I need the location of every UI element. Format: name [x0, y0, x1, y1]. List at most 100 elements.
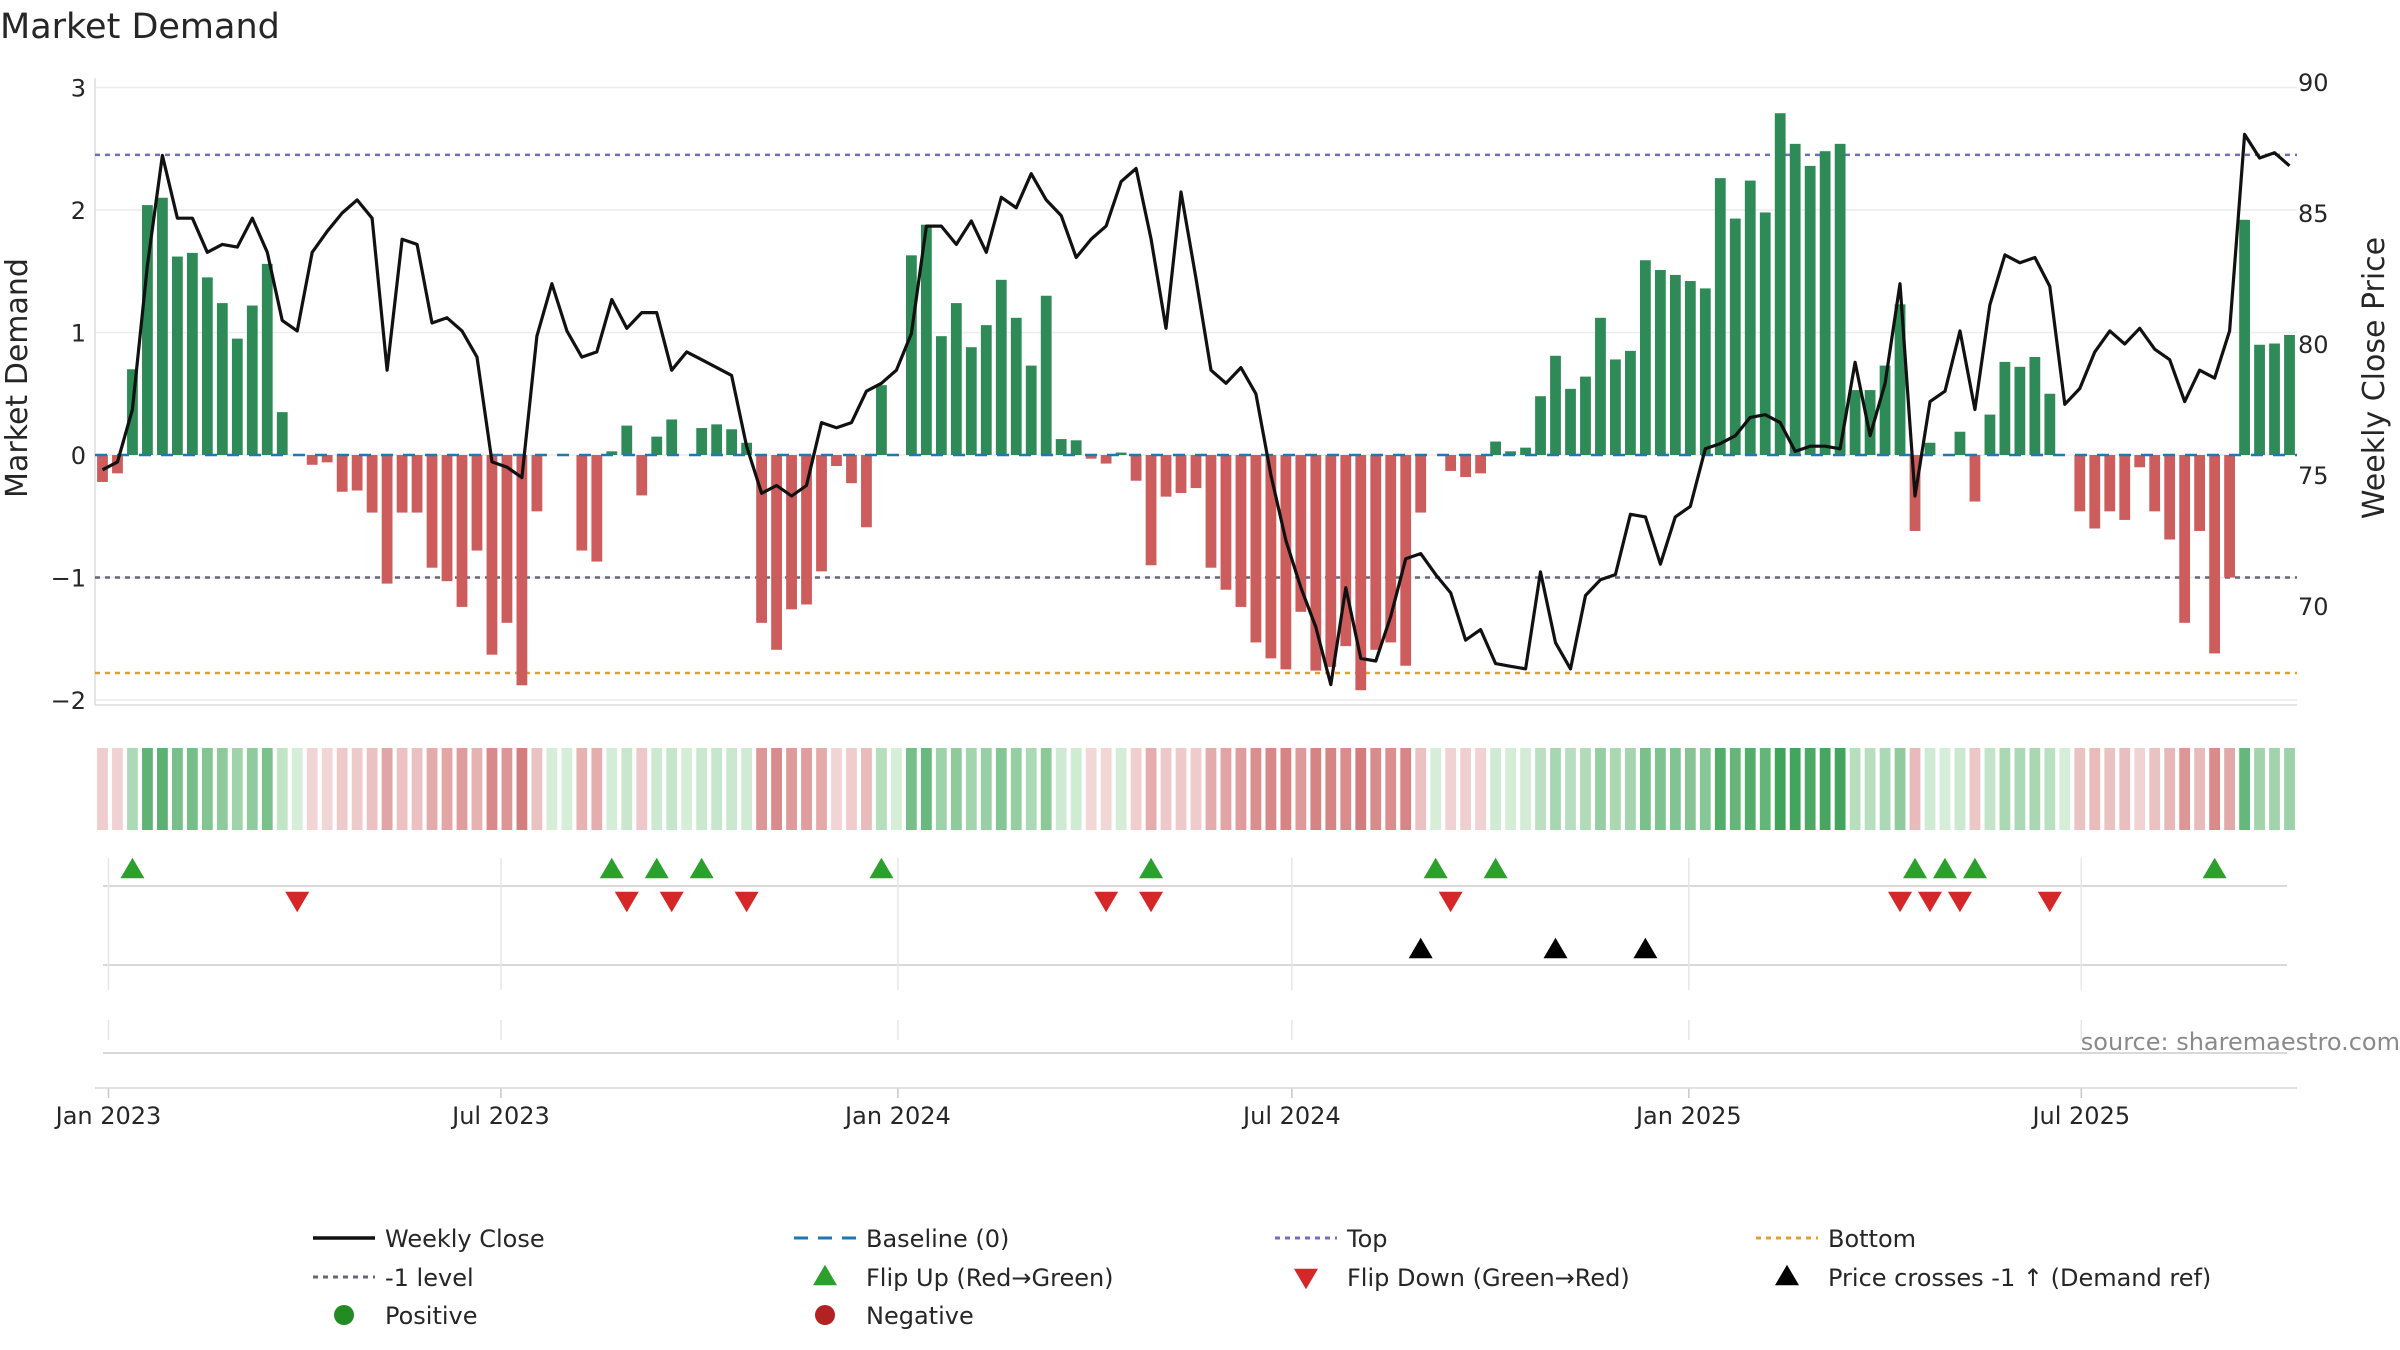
strip-cell [741, 748, 753, 830]
demand-heat-strip [97, 748, 2295, 830]
demand-bar-positive [1070, 440, 1082, 455]
strip-cell [1654, 748, 1666, 830]
demand-bar-positive [2254, 344, 2265, 455]
strip-cell [1729, 748, 1741, 830]
strip-cell [846, 748, 857, 830]
strip-cell [531, 748, 543, 830]
demand-bar-positive [1625, 350, 1636, 455]
demand-bar-negative [1205, 455, 1217, 568]
demand-bar-negative [1235, 455, 1247, 607]
demand-bar-positive [876, 385, 887, 455]
legend-label: Price crosses -1 ↑ (Demand ref) [1828, 1264, 2211, 1292]
strip-cell [995, 748, 1007, 830]
demand-bar-positive [1894, 304, 1906, 455]
strip-cell [1639, 748, 1651, 830]
demand-bar-positive [1025, 365, 1037, 455]
x-tick-label: Jul 2023 [450, 1102, 550, 1130]
demand-bar-positive [276, 412, 288, 455]
demand-bar-positive [920, 224, 932, 455]
strip-cell [891, 748, 902, 830]
demand-bar-positive [1669, 274, 1681, 455]
demand-bar-positive [157, 197, 168, 455]
demand-bar-positive [231, 338, 243, 455]
demand-bar-negative [1295, 455, 1307, 612]
strip-cell [1610, 748, 1621, 830]
legend-label: -1 level [385, 1264, 474, 1292]
demand-bar-negative [1265, 455, 1277, 659]
strip-cell [681, 748, 693, 830]
demand-bar-negative [2209, 455, 2221, 654]
legend-label: Top [1346, 1225, 1388, 1253]
demand-bar-positive [2044, 393, 2056, 455]
strip-cell [396, 748, 408, 830]
strip-cell [216, 748, 228, 830]
strip-cell [2269, 748, 2280, 830]
strip-cell [1849, 748, 1861, 830]
strip-cell [112, 748, 123, 830]
strip-cell [1580, 748, 1591, 830]
strip-cell [801, 748, 812, 830]
strip-cell [2284, 748, 2295, 830]
demand-bar-negative [1310, 455, 1322, 671]
strip-cell [876, 748, 887, 830]
demand-bar-negative [2164, 455, 2176, 540]
demand-bar-negative [1340, 455, 1352, 647]
flip-up-marker [599, 857, 624, 879]
demand-bar-negative [411, 455, 423, 513]
strip-cell [1130, 748, 1142, 830]
flip-down-marker [1438, 891, 1463, 913]
demand-bar-negative [2149, 455, 2161, 512]
legend-label: Flip Down (Green→Red) [1347, 1264, 1630, 1292]
strip-cell [2074, 748, 2086, 830]
strip-cell [935, 748, 947, 830]
legend-item: Bottom [1756, 1225, 1916, 1253]
demand-bar-positive [905, 255, 917, 455]
y2-tick-label: 80 [2298, 331, 2329, 359]
strip-cell [411, 748, 423, 830]
demand-bar-positive [216, 303, 228, 455]
flip-down-marker [285, 891, 310, 913]
strip-cell [726, 748, 738, 830]
strip-cell [1100, 748, 1112, 830]
demand-bar-positive [171, 256, 183, 455]
legend-label: Bottom [1828, 1225, 1916, 1253]
demand-bar-negative [486, 455, 498, 655]
strip-cell [516, 748, 528, 830]
flip-down-marker [734, 891, 759, 913]
strip-cell [861, 748, 872, 830]
demand-bar-negative [1160, 455, 1172, 497]
strip-cell [1759, 748, 1771, 830]
strip-cell [1535, 748, 1546, 830]
legend-swatch-triangle-up [813, 1264, 837, 1286]
demand-bar-positive [651, 436, 663, 455]
legend-item: Weekly Close [313, 1225, 545, 1253]
strip-cell [1040, 748, 1052, 830]
demand-bar-negative [516, 455, 528, 686]
y-tick-label: 2 [71, 197, 86, 225]
demand-bar-positive [2014, 366, 2026, 455]
strip-cell [1939, 748, 1951, 830]
strip-cell [1280, 748, 1292, 830]
demand-bar-negative [396, 455, 408, 513]
demand-bar-negative [2119, 455, 2131, 520]
strip-cell [1999, 748, 2011, 830]
y2-axis-label: Weekly Close Price [2357, 237, 2392, 519]
flip-up-marker [1483, 857, 1508, 879]
strip-cell [261, 748, 273, 830]
demand-bar-positive [965, 347, 977, 455]
strip-cell [2209, 748, 2221, 830]
strip-cell [142, 748, 153, 830]
demand-bar-negative [1280, 455, 1292, 670]
strip-cell [1520, 748, 1531, 830]
legend-swatch-dot [815, 1305, 835, 1325]
strip-cell [2239, 748, 2250, 830]
demand-bar-negative [381, 455, 393, 584]
demand-bar-negative [1085, 455, 1097, 459]
demand-bar-positive [1115, 452, 1127, 455]
x-axis: Jan 2023 Jul 2023 Jan 2024 Jul 2024 Jan 2025… [54, 858, 2297, 1130]
demand-bar-positive [1954, 431, 1966, 455]
strip-cell [965, 748, 977, 830]
y-tick-label: −2 [51, 687, 86, 715]
demand-bar-positive [711, 424, 723, 455]
strip-cell [1879, 748, 1891, 830]
